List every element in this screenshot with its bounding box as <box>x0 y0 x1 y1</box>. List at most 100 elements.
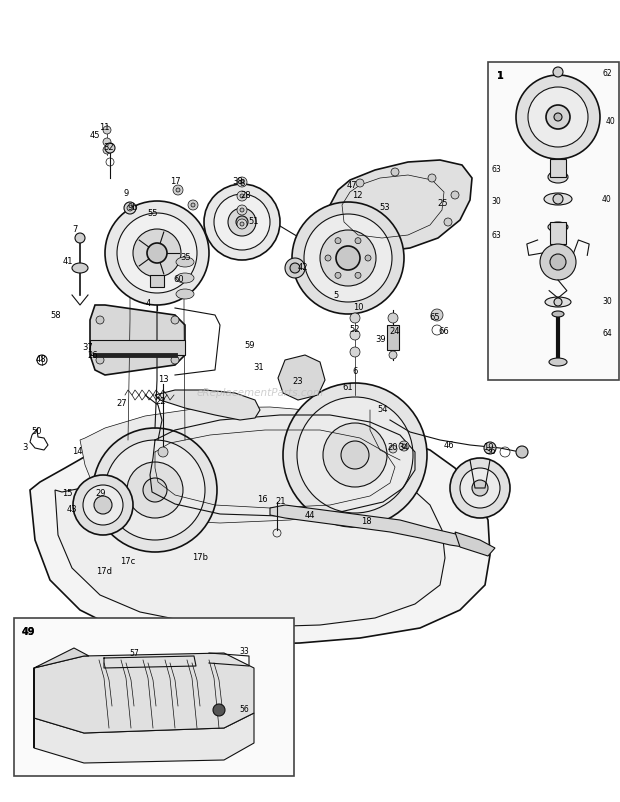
Polygon shape <box>455 532 495 556</box>
Circle shape <box>350 313 360 323</box>
Circle shape <box>290 263 300 273</box>
Text: 17c: 17c <box>120 557 136 566</box>
Circle shape <box>428 174 436 182</box>
Ellipse shape <box>176 289 194 299</box>
Text: 53: 53 <box>379 202 391 212</box>
Text: 15: 15 <box>62 489 73 499</box>
Text: 36: 36 <box>485 448 497 456</box>
Circle shape <box>240 208 244 212</box>
Circle shape <box>171 356 179 364</box>
Circle shape <box>391 168 399 176</box>
Text: 21: 21 <box>276 496 286 505</box>
Circle shape <box>297 397 413 513</box>
Bar <box>14 618 294 776</box>
Text: 17: 17 <box>170 176 180 185</box>
Text: 24: 24 <box>390 326 401 335</box>
Text: 11: 11 <box>99 123 109 132</box>
Text: 1: 1 <box>497 71 503 81</box>
Text: 40: 40 <box>602 195 612 204</box>
Circle shape <box>356 179 364 187</box>
Circle shape <box>213 704 225 716</box>
Text: 58: 58 <box>51 311 61 321</box>
Text: 49: 49 <box>21 627 35 637</box>
Circle shape <box>158 447 168 457</box>
Text: 10: 10 <box>353 303 363 313</box>
Text: 18: 18 <box>361 516 371 525</box>
Text: 19: 19 <box>483 444 494 452</box>
Text: 37: 37 <box>82 343 94 353</box>
Circle shape <box>103 126 111 134</box>
Circle shape <box>188 200 198 210</box>
Text: 14: 14 <box>72 448 82 456</box>
Circle shape <box>304 214 392 302</box>
Circle shape <box>540 244 576 280</box>
Circle shape <box>554 298 562 306</box>
Circle shape <box>143 478 167 502</box>
Bar <box>150 275 164 287</box>
Circle shape <box>75 233 85 243</box>
Circle shape <box>350 347 360 357</box>
Circle shape <box>355 237 361 244</box>
Text: 41: 41 <box>63 257 73 266</box>
Text: 8: 8 <box>239 180 245 188</box>
Polygon shape <box>328 160 472 252</box>
Circle shape <box>237 191 247 201</box>
Circle shape <box>171 316 179 324</box>
Circle shape <box>335 273 341 278</box>
Text: 35: 35 <box>180 253 192 262</box>
Text: 38: 38 <box>232 177 244 187</box>
Circle shape <box>292 202 404 314</box>
Text: 57: 57 <box>129 649 139 658</box>
Text: 42: 42 <box>298 262 308 272</box>
Circle shape <box>402 444 406 448</box>
Circle shape <box>365 255 371 261</box>
Ellipse shape <box>176 257 194 267</box>
Circle shape <box>237 205 247 215</box>
Circle shape <box>341 441 369 469</box>
Text: 1: 1 <box>497 71 503 81</box>
Circle shape <box>228 208 256 236</box>
Circle shape <box>96 316 104 324</box>
Polygon shape <box>80 407 415 523</box>
Circle shape <box>528 87 588 147</box>
Circle shape <box>472 480 488 496</box>
Circle shape <box>240 222 244 226</box>
Circle shape <box>96 356 104 364</box>
Circle shape <box>450 458 510 518</box>
Ellipse shape <box>548 222 568 232</box>
Circle shape <box>285 258 305 278</box>
Text: 40: 40 <box>606 118 616 127</box>
Circle shape <box>240 194 244 198</box>
Circle shape <box>460 468 500 508</box>
Polygon shape <box>34 653 254 733</box>
Circle shape <box>516 446 528 458</box>
Circle shape <box>103 138 111 146</box>
Circle shape <box>325 255 331 261</box>
Circle shape <box>283 383 427 527</box>
Circle shape <box>127 205 133 211</box>
Polygon shape <box>30 425 490 645</box>
Text: 33: 33 <box>239 646 249 655</box>
Circle shape <box>93 428 217 552</box>
Circle shape <box>103 146 111 154</box>
Text: 66: 66 <box>438 327 450 337</box>
Circle shape <box>105 143 115 153</box>
Circle shape <box>127 462 183 518</box>
Circle shape <box>389 445 397 453</box>
Circle shape <box>336 246 360 270</box>
Ellipse shape <box>545 297 571 307</box>
Circle shape <box>236 216 248 228</box>
Bar <box>550 222 566 244</box>
Bar <box>387 325 399 350</box>
Circle shape <box>124 202 136 214</box>
Text: 63: 63 <box>491 164 501 173</box>
Circle shape <box>323 423 387 487</box>
Text: 17d: 17d <box>96 568 112 577</box>
Text: 65: 65 <box>430 313 440 322</box>
Circle shape <box>320 230 376 286</box>
Text: 52: 52 <box>350 326 360 334</box>
Text: 16: 16 <box>257 495 267 504</box>
Text: 7: 7 <box>73 225 78 233</box>
Polygon shape <box>34 648 89 748</box>
Text: 45: 45 <box>90 132 100 140</box>
